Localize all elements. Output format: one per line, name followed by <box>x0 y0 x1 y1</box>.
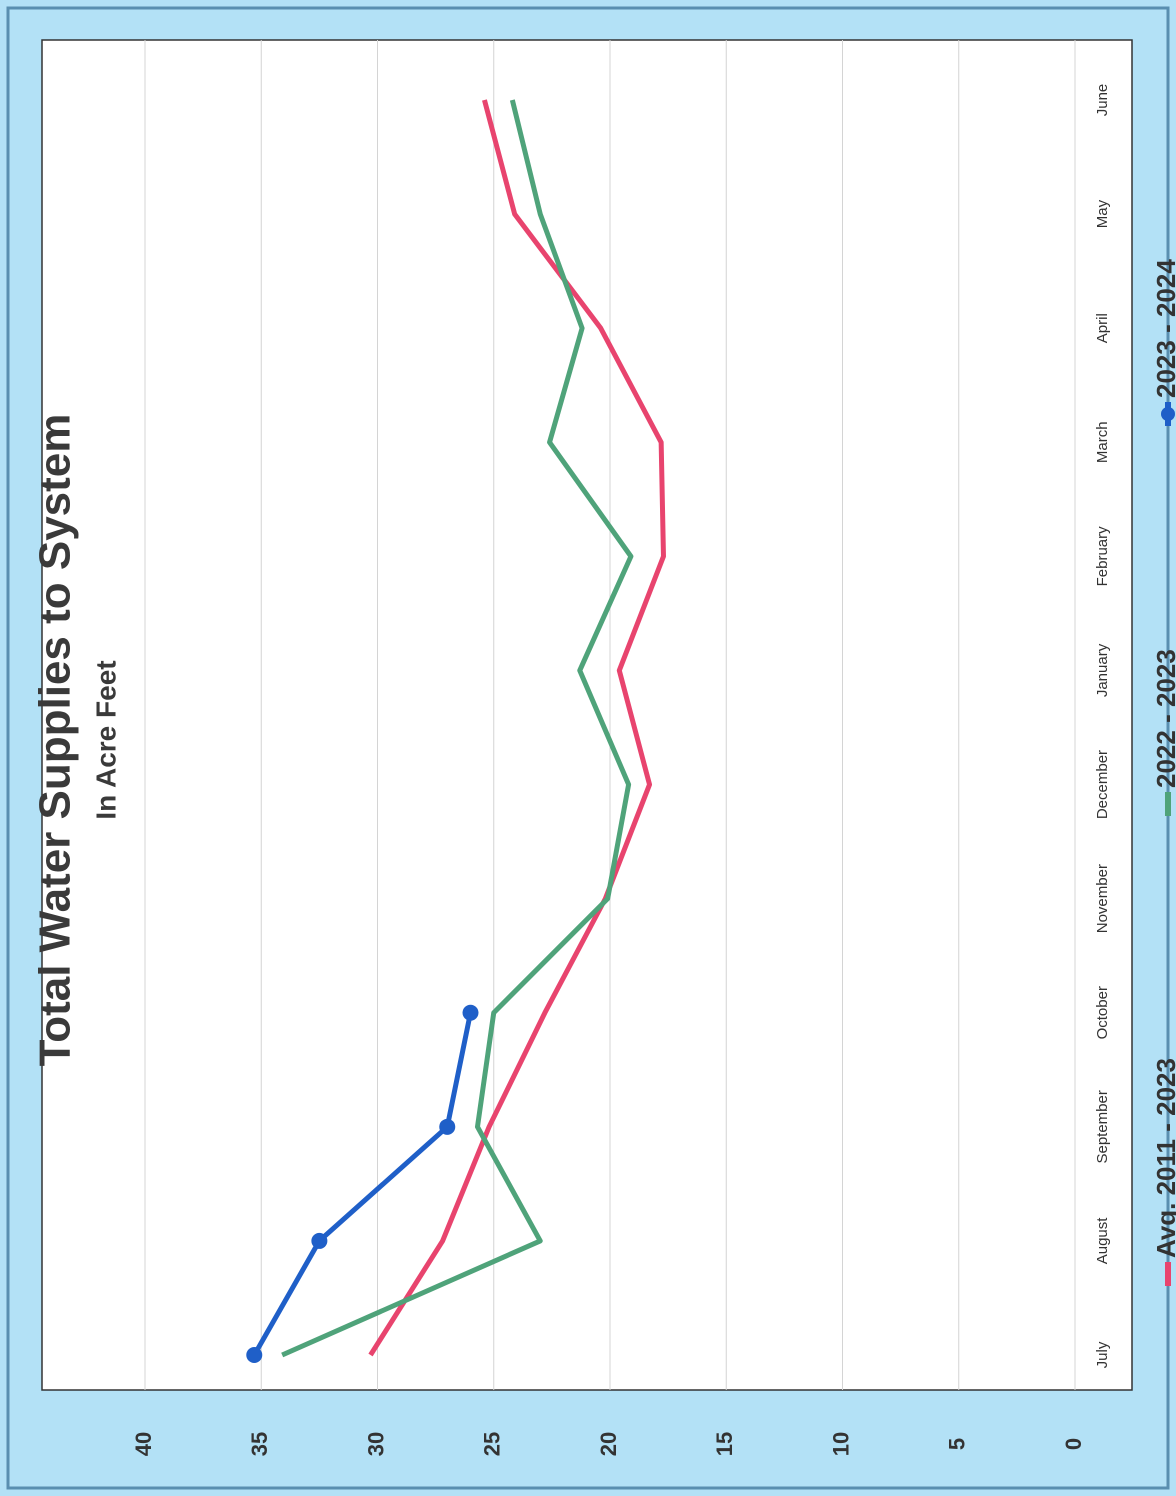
x-tick-label: January <box>1094 643 1111 697</box>
y-tick-label: 15 <box>712 1432 737 1456</box>
x-tick-label: February <box>1094 526 1111 587</box>
legend-label: Avg. 2011 - 2023 <box>1151 1058 1176 1258</box>
y-tick-label: 35 <box>247 1432 272 1456</box>
legend-marker <box>1161 407 1175 421</box>
y-tick-label: 20 <box>596 1432 621 1456</box>
y-tick-label: 25 <box>480 1432 505 1456</box>
x-tick-label: May <box>1094 199 1111 228</box>
x-tick-label: October <box>1094 986 1111 1039</box>
y-tick-label: 5 <box>945 1438 970 1450</box>
marker <box>311 1232 328 1249</box>
x-tick-label: June <box>1094 84 1111 117</box>
marker <box>246 1347 263 1363</box>
plot-area <box>41 39 1133 1391</box>
legend-label: 2023 - 2024 <box>1151 259 1176 398</box>
series-line <box>252 1012 473 1357</box>
x-tick-label: September <box>1094 1090 1111 1163</box>
chart: Total Water Supplies to System In Acre F… <box>31 39 1176 1456</box>
chart-title: Total Water Supplies to System <box>31 414 80 1067</box>
series-line <box>368 99 666 1357</box>
y-tick-label: 30 <box>363 1432 388 1456</box>
x-tick-label: April <box>1094 313 1111 343</box>
chart-subtitle: In Acre Feet <box>90 660 121 819</box>
marker <box>462 1004 479 1021</box>
y-tick-label: 40 <box>131 1432 156 1456</box>
series-line <box>281 99 634 1358</box>
legend-label: 2022 - 2023 <box>1151 649 1176 788</box>
x-tick-label: December <box>1094 750 1111 819</box>
y-tick-label: 10 <box>828 1432 853 1456</box>
marker <box>439 1118 456 1135</box>
x-tick-label: November <box>1094 864 1111 933</box>
x-tick-label: August <box>1094 1217 1111 1265</box>
x-tick-label: March <box>1094 421 1111 463</box>
frame <box>6 6 1170 1490</box>
y-tick-label: 0 <box>1061 1438 1086 1450</box>
x-tick-label: July <box>1094 1341 1111 1368</box>
